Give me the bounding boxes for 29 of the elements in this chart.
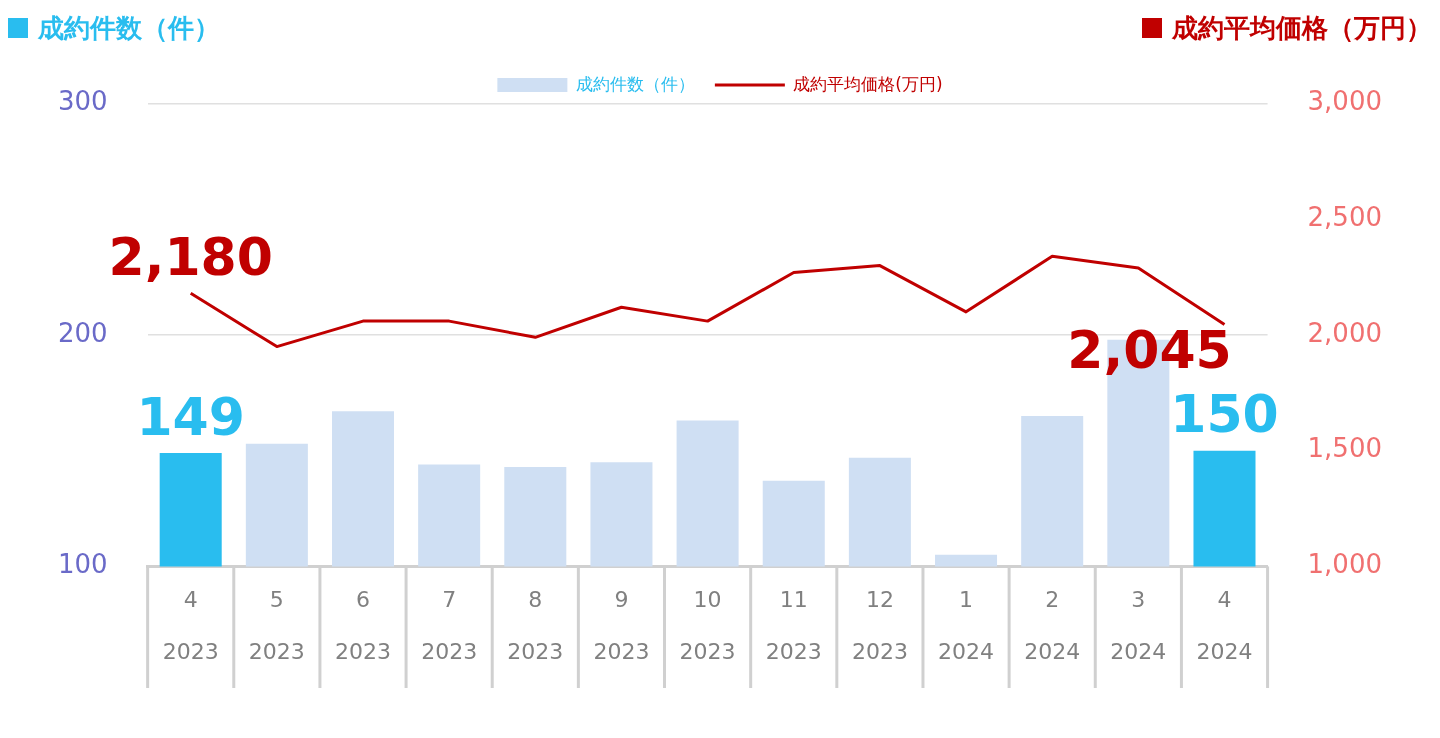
category-label: 8 2023 [507,586,564,665]
y2-tick-label: 1,500 [1307,433,1382,464]
category-label: 11 2023 [765,586,822,665]
category-label: 2 2024 [1024,586,1081,665]
category-label: 3 2024 [1110,586,1167,665]
category-label: 6 2023 [335,586,391,665]
y-tick-label: 200 [57,317,108,348]
category-label: 9 2023 [593,586,650,665]
category-label: 4 2024 [1196,586,1253,665]
y2-tick-label: 1,000 [1307,549,1382,580]
y2-tick-label: 2,500 [1307,202,1382,233]
y2-tick-label: 2,000 [1307,317,1382,348]
legend-label: 成約平均価格(万円) [793,73,943,94]
y2-tick-label: 3,000 [1307,86,1382,117]
category-label: 1 2024 [938,586,995,665]
category-label: 12 2023 [851,586,908,665]
category-label: 10 2023 [679,586,736,665]
category-label: 4 2023 [162,586,219,665]
y-tick-label: 100 [57,549,108,580]
data-label: 2,180 [108,226,273,287]
y-tick-label: 300 [57,86,108,117]
category-label: 5 2023 [248,586,305,665]
y2-axis-title: 成約平均価格（万円） [1172,11,1432,45]
y-axis-title: 成約件数（件） [38,11,220,45]
legend-label: 成約件数（件） [575,73,695,94]
category-label: 7 2023 [421,586,478,665]
data-label: 150 [1170,384,1279,445]
data-label: 2,045 [1067,320,1232,381]
data-label: 149 [136,386,245,447]
